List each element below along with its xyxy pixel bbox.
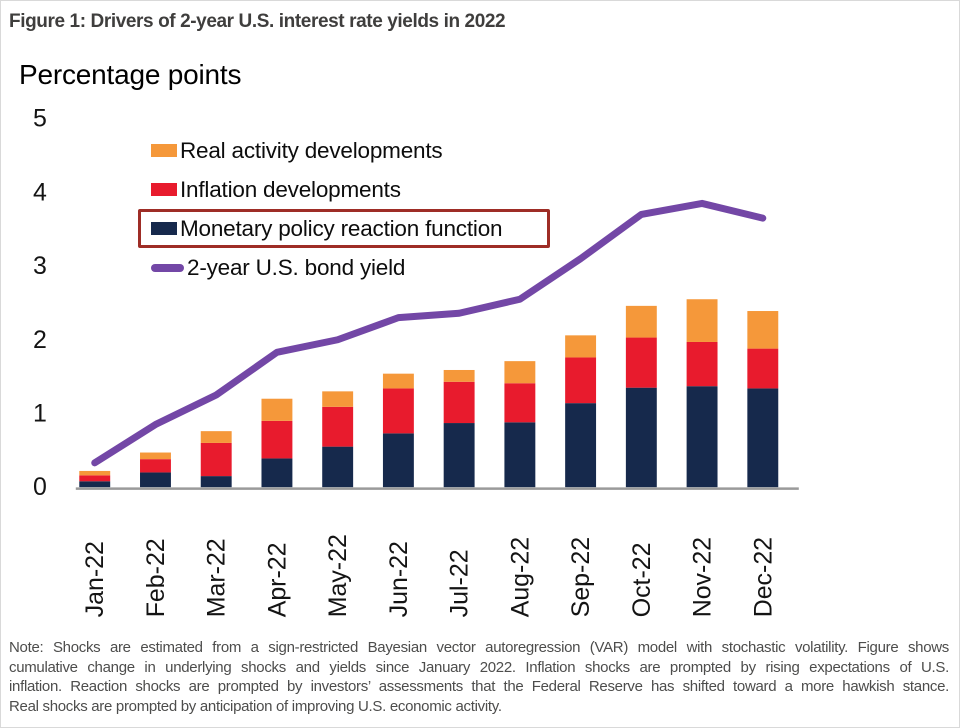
bar-segment xyxy=(504,422,536,488)
bar-segment xyxy=(625,387,657,488)
bar-segment xyxy=(747,388,779,488)
bar-segment xyxy=(625,337,657,388)
y-tick-label: 3 xyxy=(33,252,47,280)
y-axis-title: Percentage points xyxy=(19,59,242,90)
bar-segment xyxy=(565,403,597,488)
x-axis-label: Jun-22 xyxy=(385,541,413,617)
bar-segment xyxy=(443,381,475,424)
bar-segment xyxy=(686,299,718,342)
bar-segment xyxy=(504,383,536,423)
bar-segment xyxy=(747,348,779,389)
y-tick-label: 4 xyxy=(33,178,47,206)
bar-segment xyxy=(261,420,293,459)
footnote-line: Real shocks are prompted by anticipation… xyxy=(9,697,502,715)
y-tick-label: 0 xyxy=(33,473,47,501)
bar-segment xyxy=(443,423,475,488)
bar-segment xyxy=(322,446,354,488)
footnote-line: cumulative change in underlying shocks a… xyxy=(9,658,949,676)
bar-segment xyxy=(747,311,779,349)
bar-segment xyxy=(625,305,657,338)
bar-segment xyxy=(565,357,597,404)
bar-segment xyxy=(140,459,171,473)
legend-label: Inflation developments xyxy=(180,176,401,202)
x-axis-label: May-22 xyxy=(324,534,352,617)
x-axis-label: Sep-22 xyxy=(567,537,595,617)
legend-item-inflation: Inflation developments xyxy=(138,170,550,209)
legend: Real activity developments Inflation dev… xyxy=(138,131,551,287)
y-tick-label: 2 xyxy=(33,326,47,354)
bar-segment xyxy=(200,442,232,477)
bar-segment xyxy=(140,452,171,460)
x-axis-label: Aug-22 xyxy=(506,537,534,617)
bar-segment xyxy=(565,335,597,358)
bar-segment xyxy=(443,369,475,382)
bar-segment xyxy=(261,458,293,488)
bar-segment xyxy=(79,470,111,476)
bar-segment xyxy=(382,433,414,488)
bar-segment xyxy=(261,398,293,421)
x-axis-label: Dec-22 xyxy=(749,537,777,617)
legend-swatch-navy xyxy=(151,222,177,235)
bar-segment xyxy=(322,406,354,447)
bar-segment xyxy=(382,373,414,389)
footnote-line: inflation. Reaction shocks are prompted … xyxy=(9,678,949,695)
bar-segment xyxy=(686,386,718,488)
legend-label: 2-year U.S. bond yield xyxy=(187,254,406,280)
figure-title: Figure 1: Drivers of 2-year U.S. interes… xyxy=(9,11,506,32)
x-axis-label: Apr-22 xyxy=(263,542,291,617)
bar-segment xyxy=(322,391,354,407)
bond-yield-line xyxy=(91,199,767,467)
x-axis-label: Jul-22 xyxy=(446,549,474,617)
x-axis-label: Jan-22 xyxy=(81,541,109,617)
y-tick-label: 1 xyxy=(33,399,47,427)
legend-item-bond-yield: 2-year U.S. bond yield xyxy=(138,248,550,287)
x-axis-label: Mar-22 xyxy=(203,538,231,617)
legend-label: Real activity developments xyxy=(180,137,443,163)
legend-swatch-red xyxy=(151,183,177,196)
bar-segment xyxy=(79,475,111,482)
x-axis-label: Feb-22 xyxy=(142,538,170,617)
footnote-line: Note: Shocks are estimated from a sign-r… xyxy=(9,639,949,656)
bar-segment xyxy=(79,481,111,488)
bar-segment xyxy=(200,431,232,443)
legend-item-monetary-policy-highlighted: Monetary policy reaction function xyxy=(138,209,551,248)
bar-segment xyxy=(140,472,171,488)
legend-label: Monetary policy reaction function xyxy=(180,215,503,241)
bar-segment xyxy=(686,341,718,387)
bar-segment xyxy=(200,476,232,488)
legend-item-real-activity: Real activity developments xyxy=(138,131,550,170)
bar-segment xyxy=(382,388,414,434)
x-axis-label: Oct-22 xyxy=(628,543,656,618)
legend-swatch-line xyxy=(151,263,184,272)
x-axis-label: Nov-22 xyxy=(689,537,717,617)
bar-segment xyxy=(504,361,536,384)
y-tick-label: 5 xyxy=(33,105,47,133)
footnote: Note: Shocks are estimated from a sign-r… xyxy=(9,638,949,716)
legend-swatch-orange xyxy=(151,144,177,157)
